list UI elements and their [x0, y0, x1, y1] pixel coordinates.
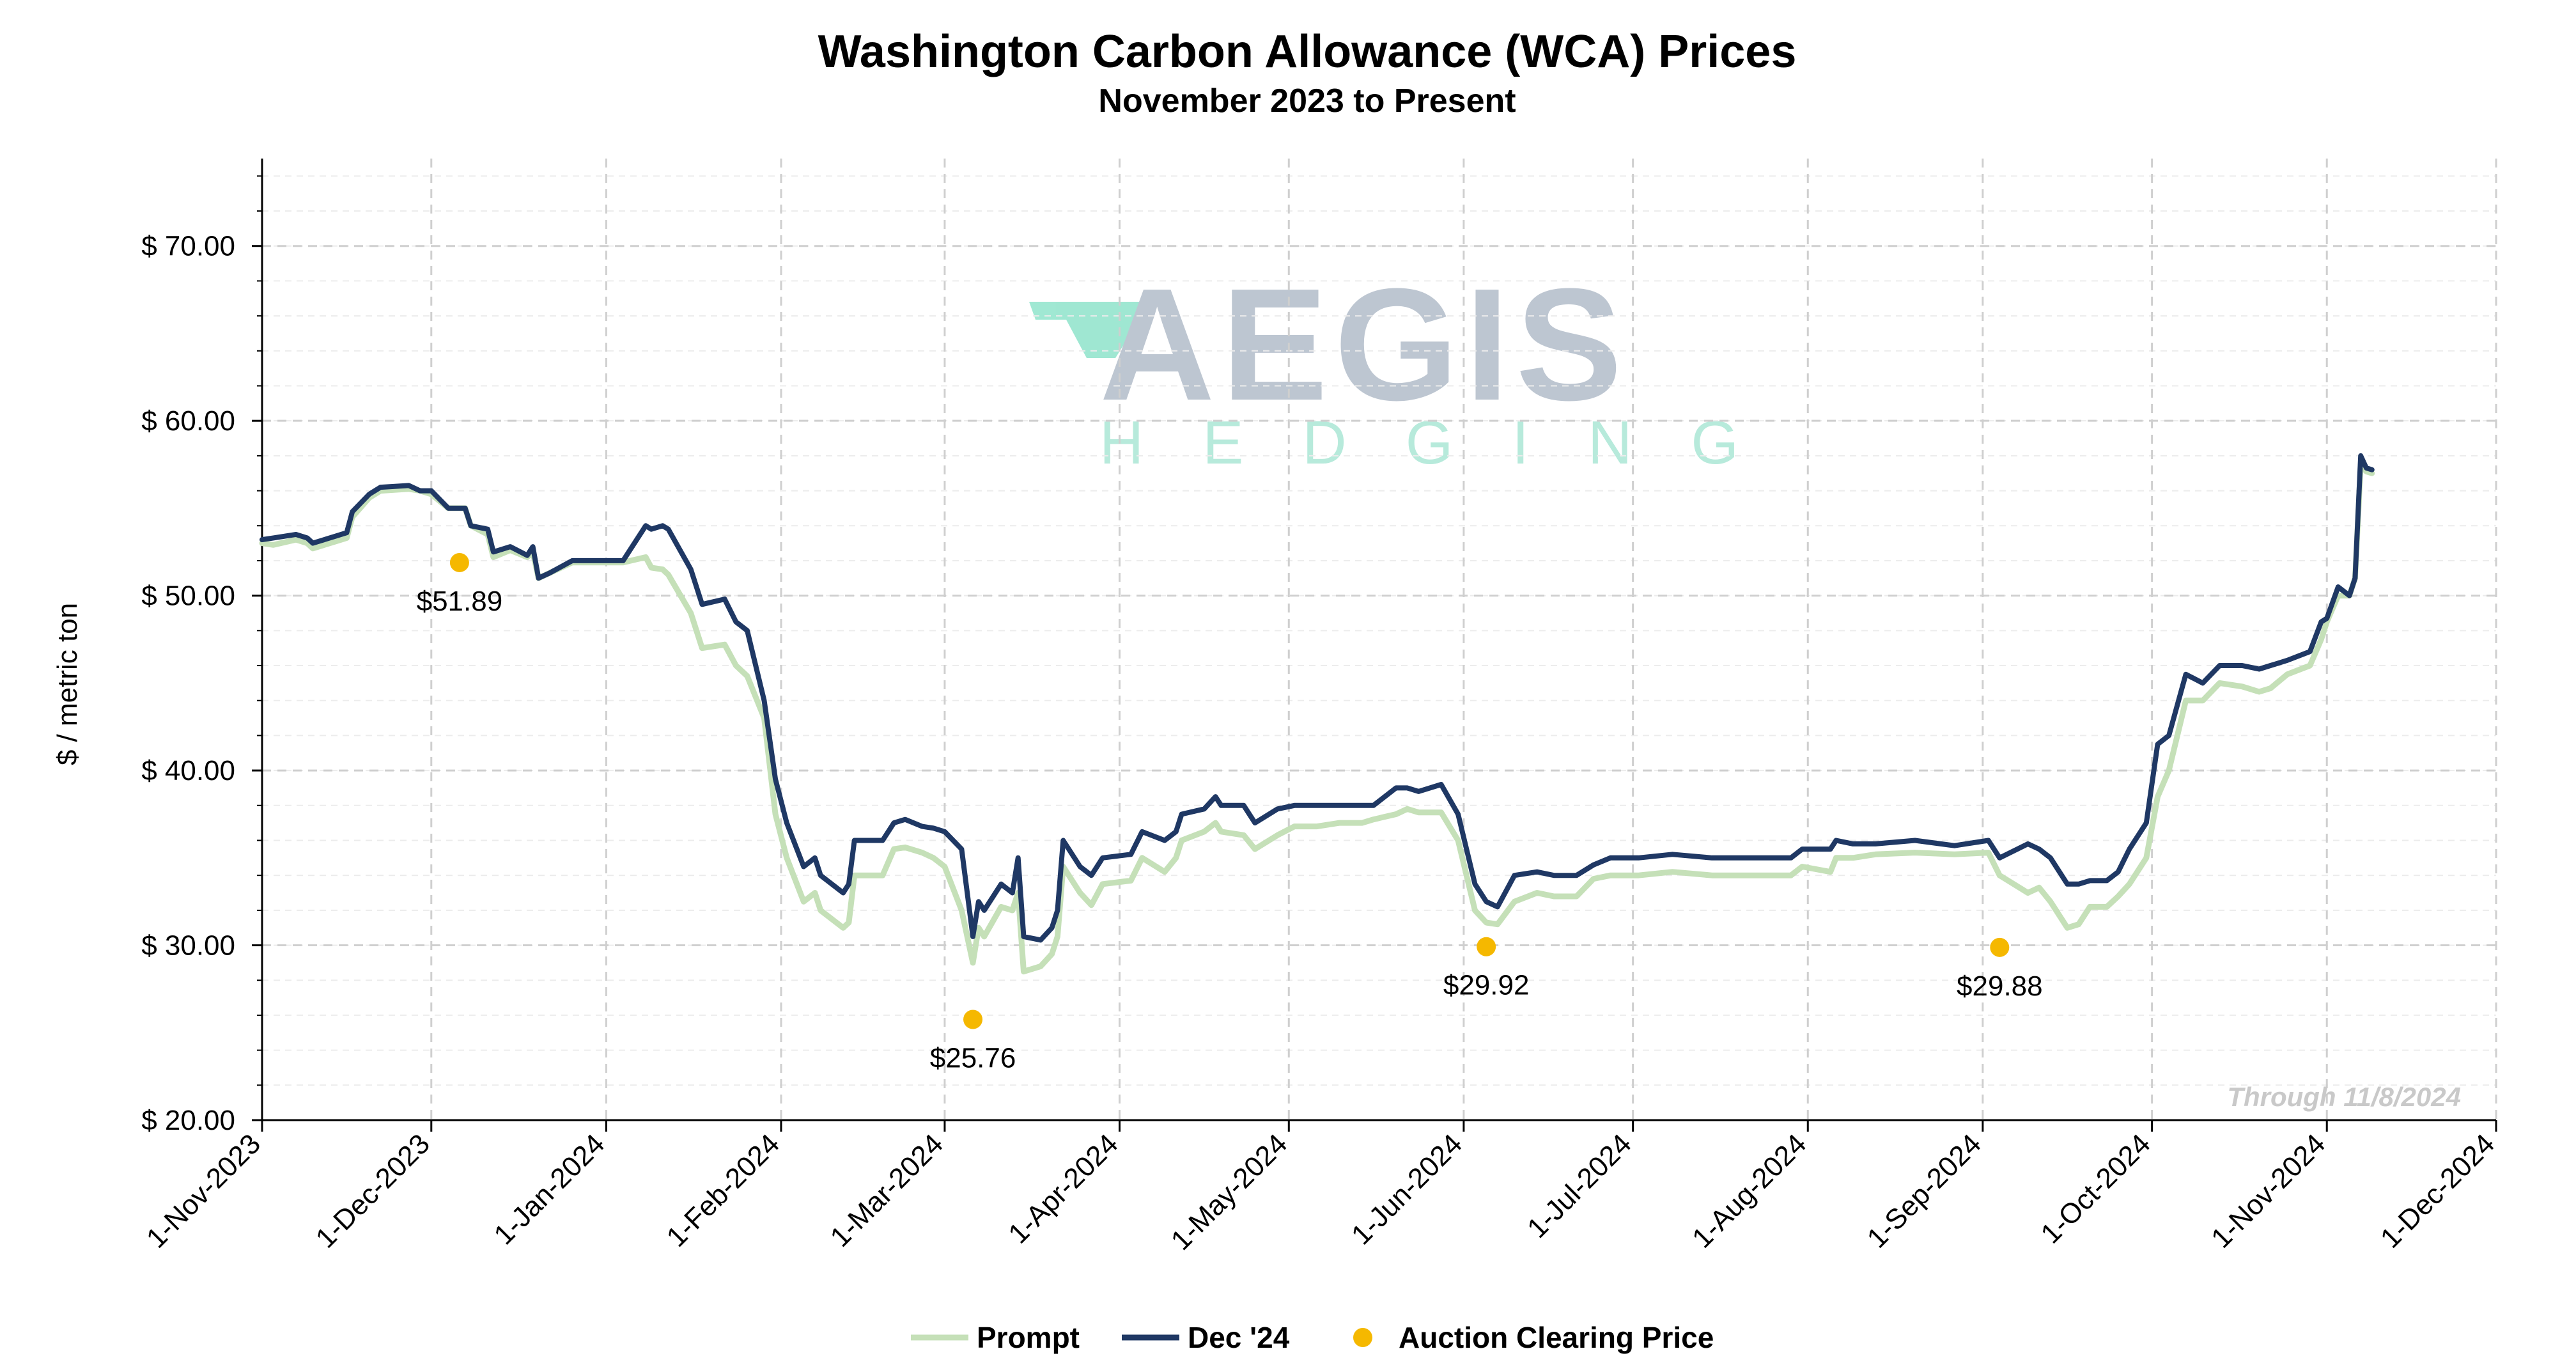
x-tick-label: 1-Dec-2024: [2375, 1128, 2501, 1254]
grid: [261, 159, 2497, 1121]
through-note: Through 11/8/2024: [2227, 1082, 2461, 1112]
watermark-logo: AEGIS HEDGING: [1029, 255, 1797, 477]
auction-point: [963, 1010, 983, 1029]
x-tick-label: 1-Nov-2023: [141, 1128, 267, 1254]
x-tick-label: 1-Apr-2024: [1002, 1128, 1124, 1249]
y-tick-label: $ 70.00: [141, 231, 235, 262]
y-tick-label: $ 60.00: [141, 405, 235, 437]
x-tick-label: 1-Dec-2023: [310, 1128, 436, 1254]
x-tick-label: 1-Mar-2024: [825, 1128, 949, 1252]
legend-swatch-auction: [1353, 1328, 1372, 1347]
x-tick-label: 1-May-2024: [1165, 1128, 1294, 1256]
y-axis-label: $ / metric ton: [52, 603, 83, 765]
auction-point: [449, 552, 469, 572]
auction-point: [1477, 937, 1496, 956]
auction-point: [1990, 937, 2010, 957]
y-tick-label: $ 40.00: [141, 755, 235, 786]
legend-label-prompt: Prompt: [977, 1321, 1080, 1354]
auction-point-label: $29.88: [1957, 971, 2043, 1002]
auction-points: $51.89 $25.76 $29.92 $29.88: [417, 552, 2043, 1073]
x-tick-label: 1-Sep-2024: [1861, 1128, 1987, 1254]
series: [259, 453, 2375, 975]
auction-point-label: $29.92: [1443, 970, 1530, 1001]
legend-label-dec24: Dec '24: [1188, 1321, 1290, 1354]
legend: Prompt Dec '24 Auction Clearing Price: [911, 1321, 1714, 1354]
watermark-title: AEGIS: [1099, 255, 1629, 433]
y-tick-label: $ 30.00: [141, 930, 235, 962]
auction-point-label: $51.89: [417, 586, 503, 617]
prompt-line: [259, 462, 2375, 975]
x-tick-label: 1-Aug-2024: [1686, 1128, 1812, 1254]
y-tick-label: $ 50.00: [141, 581, 235, 612]
legend-label-auction: Auction Clearing Price: [1399, 1321, 1714, 1354]
watermark-subtitle: HEDGING: [1099, 409, 1797, 477]
x-tick-label: 1-Feb-2024: [661, 1128, 786, 1253]
chart-title: Washington Carbon Allowance (WCA) Prices: [818, 26, 1797, 77]
x-tick-label: 1-Jul-2024: [1521, 1128, 1638, 1244]
chart-subtitle: November 2023 to Present: [1098, 82, 1516, 120]
x-tick-label: 1-Jan-2024: [488, 1128, 610, 1251]
dec24-line: [260, 453, 2375, 943]
x-tick-label: 1-Jun-2024: [1346, 1128, 1468, 1251]
y-tick-label: $ 20.00: [141, 1105, 235, 1136]
x-tick-label: 1-Nov-2024: [2205, 1128, 2331, 1254]
auction-point-label: $25.76: [930, 1042, 1016, 1073]
x-tick-label: 1-Oct-2024: [2035, 1128, 2156, 1249]
